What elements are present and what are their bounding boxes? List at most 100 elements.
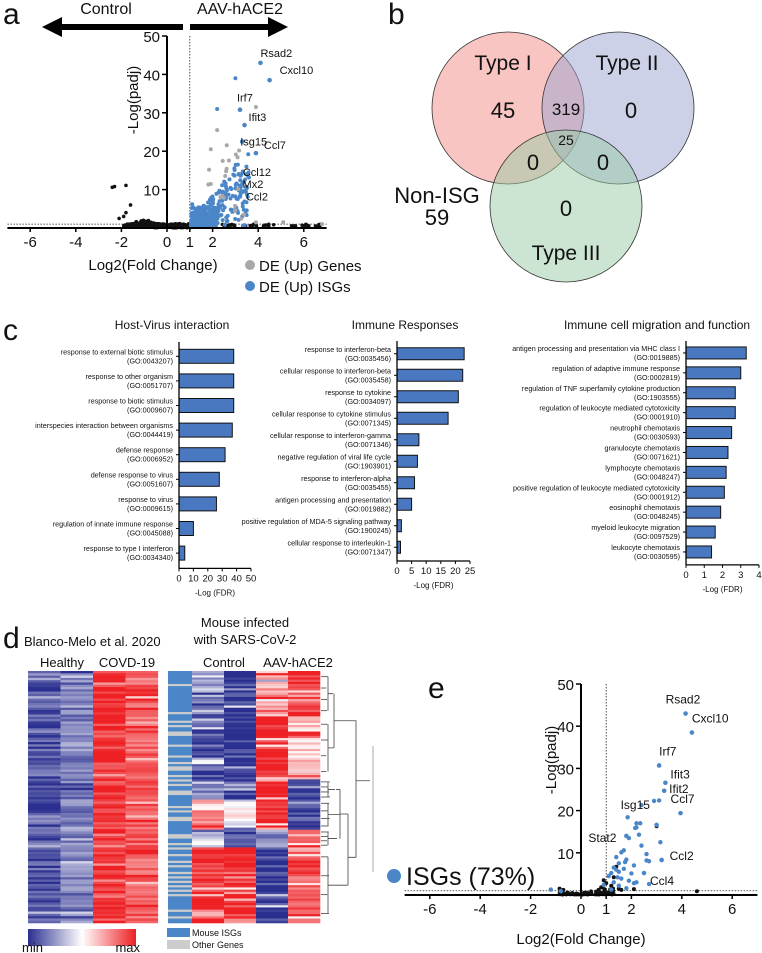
point-Ccl4 bbox=[641, 870, 647, 876]
heatmap-cell bbox=[224, 876, 257, 879]
heatmap-cell bbox=[192, 854, 225, 857]
point-isg bbox=[228, 185, 233, 190]
heatmap-cell bbox=[256, 701, 289, 704]
heatmap-cell bbox=[224, 862, 257, 866]
point-de-gene bbox=[235, 155, 240, 160]
category-go-id: (GO:0048247) bbox=[634, 472, 680, 481]
heatmap-cell bbox=[288, 797, 321, 800]
heatmap-cell bbox=[60, 769, 94, 773]
heatmap-cell bbox=[256, 744, 289, 748]
heatmap-cell bbox=[288, 840, 321, 844]
heatmap-cell bbox=[125, 845, 159, 848]
heatmap-cell bbox=[192, 810, 225, 813]
heatmap-cell bbox=[28, 719, 61, 722]
point-de-gene bbox=[239, 216, 244, 221]
heatmap-cell bbox=[192, 775, 225, 778]
heatmap-cell bbox=[256, 905, 289, 908]
heatmap-cell bbox=[256, 827, 289, 831]
bar bbox=[685, 465, 727, 479]
heatmap-cell bbox=[60, 725, 94, 729]
heatmap-cell bbox=[60, 877, 94, 880]
heatmap-cell bbox=[60, 677, 94, 681]
heatmap-cell bbox=[224, 914, 257, 917]
gene-type-cell bbox=[168, 827, 192, 831]
heatmap-cell bbox=[192, 673, 225, 676]
gene-type-cell bbox=[168, 686, 192, 689]
heatmap-cell bbox=[125, 893, 159, 896]
heatmap-cell bbox=[60, 906, 94, 910]
point-other bbox=[133, 221, 138, 226]
bar bbox=[685, 485, 725, 499]
heatmap-cell bbox=[125, 822, 159, 825]
heatmap-cell bbox=[93, 774, 126, 777]
heatmap-cell bbox=[224, 725, 257, 728]
y-tick-label: 50 bbox=[557, 677, 574, 694]
heatmap-cell bbox=[192, 918, 225, 922]
heatmap-cell bbox=[93, 897, 126, 901]
heatmap-cell bbox=[192, 914, 225, 917]
point-isg bbox=[651, 798, 657, 804]
heatmap-cell bbox=[28, 723, 61, 727]
heatmap-cell bbox=[125, 803, 159, 807]
heatmap-cell bbox=[288, 882, 321, 886]
heatmap-cell bbox=[60, 785, 94, 789]
heatmap-cell bbox=[256, 880, 289, 884]
heatmap-cell bbox=[125, 703, 159, 706]
point-isg bbox=[244, 164, 249, 169]
heatmap-cell bbox=[28, 716, 61, 720]
heatmap-cell bbox=[288, 755, 321, 758]
gene-label-Ccl4: Ccl4 bbox=[650, 874, 674, 888]
heatmap-cell bbox=[125, 698, 159, 702]
point-isg bbox=[240, 169, 245, 174]
heatmap-cell bbox=[192, 790, 225, 794]
heatmap-cell bbox=[28, 801, 61, 805]
heatmap-cell bbox=[288, 792, 321, 796]
heatmap-cell bbox=[224, 838, 257, 842]
heatmap-cell bbox=[192, 799, 225, 802]
heatmap-cell bbox=[256, 845, 289, 848]
heatmap-cell bbox=[60, 762, 94, 766]
gene-type-cell bbox=[168, 914, 192, 917]
category-label: response to interferon-alpha bbox=[301, 474, 391, 483]
bar bbox=[396, 519, 402, 533]
column-label-covid19: COVD-19 bbox=[99, 655, 155, 670]
heatmap-cell bbox=[288, 775, 321, 778]
category-go-id: (GO:0006952) bbox=[127, 455, 173, 464]
heatmap-cell bbox=[125, 881, 159, 885]
point-other bbox=[594, 889, 599, 894]
heatmap-cell bbox=[288, 725, 321, 728]
point-isg bbox=[646, 859, 652, 864]
bar bbox=[685, 545, 713, 559]
gene-type-cell bbox=[168, 786, 192, 789]
heatmap-cell bbox=[224, 812, 257, 815]
heatmap-cell bbox=[256, 766, 289, 769]
non-isg-label: Non-ISG bbox=[394, 183, 480, 208]
column-label-healthy: Healthy bbox=[40, 655, 85, 670]
category-go-id: (GO:0071621) bbox=[634, 452, 680, 461]
heatmap-cell bbox=[192, 766, 225, 769]
heatmap-cell bbox=[288, 751, 321, 754]
x-tick-label: 30 bbox=[217, 573, 228, 584]
heatmap-cell bbox=[288, 788, 321, 791]
heatmap-cell bbox=[28, 819, 61, 823]
category-label: defense response bbox=[116, 446, 173, 455]
point-other bbox=[180, 224, 184, 228]
heatmap-cell bbox=[224, 909, 257, 913]
heatmap-cell bbox=[288, 799, 321, 802]
heatmap-cell bbox=[93, 808, 126, 812]
gene-type-cell bbox=[168, 783, 192, 787]
point-other bbox=[601, 878, 606, 883]
heatmap-cell bbox=[93, 868, 126, 871]
heatmap-cell bbox=[288, 681, 321, 685]
heatmap-cell bbox=[192, 738, 225, 741]
category-label: neutrophil chemotaxis bbox=[610, 424, 680, 433]
point bbox=[253, 220, 258, 225]
category-go-id: (GO:0071345) bbox=[345, 418, 391, 427]
gene-type-cell bbox=[168, 816, 192, 820]
gene-type-cell bbox=[168, 900, 192, 904]
heatmap-cell bbox=[224, 686, 257, 689]
heatmap-cell bbox=[28, 815, 61, 818]
heatmap-cell bbox=[288, 703, 321, 706]
heatmap-cell bbox=[125, 719, 159, 722]
